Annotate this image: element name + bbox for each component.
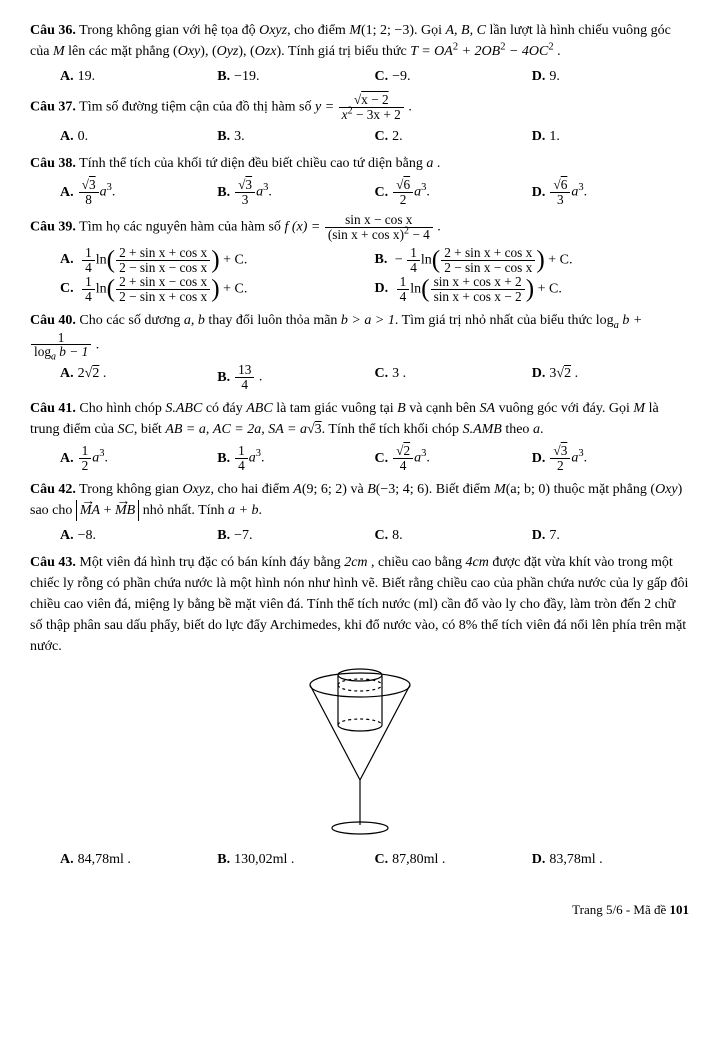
q37-dr: − 3x + 2 xyxy=(353,107,401,122)
q36-p1: Oxy xyxy=(178,44,201,59)
q37-optD: D.1. xyxy=(532,126,689,147)
q43-optC: C.87,80ml . xyxy=(375,849,532,870)
q38-optC: C.√62a3. xyxy=(375,178,532,207)
q36-A: 19. xyxy=(78,69,96,84)
q39-optB: B. − 14ln(2 + sin x + cos x2 − sin x − c… xyxy=(375,246,690,275)
footer-page: Trang 5/6 - Mã đề xyxy=(572,902,669,917)
q36-p3: Ozx xyxy=(255,44,277,59)
q36-optD: D.9. xyxy=(532,66,689,87)
q37-optC: C.2. xyxy=(375,126,532,147)
lblB: B. xyxy=(217,69,230,84)
q38-options: A.√38a3. B.√33a3. C.√62a3. D.√63a3. xyxy=(60,178,689,207)
q36-t1: Trong không gian với hệ tọa độ xyxy=(76,23,259,38)
q36-m: − 4OC xyxy=(505,44,548,59)
q36-M2: M xyxy=(53,44,65,59)
q41-options: A.12a3. B.14a3. C.√24a3. D.√32a3. xyxy=(60,444,689,473)
question-43: Câu 43. Một viên đá hình trụ đặc có bán … xyxy=(30,552,689,657)
glass-figure xyxy=(285,665,435,845)
q39-options: A. 14ln(2 + sin x + cos x2 − sin x − cos… xyxy=(60,246,689,304)
q38-optD: D.√63a3. xyxy=(532,178,689,207)
q40-optC: C.3 . xyxy=(375,363,532,392)
q36-T: T = OA xyxy=(410,44,453,59)
q36-p: + 2OB xyxy=(458,44,500,59)
q39-head: Câu 39. xyxy=(30,219,76,234)
q39-optC: C. 14ln(2 + sin x − cos x2 − sin x + cos… xyxy=(60,275,375,304)
q37-options: A.0. B.3. C.2. D.1. xyxy=(60,126,689,147)
q43-options: A.84,78ml . B.130,02ml . C.87,80ml . D.8… xyxy=(60,849,689,870)
question-36: Câu 36. Trong không gian với hệ tọa độ O… xyxy=(30,20,689,62)
lblC: C. xyxy=(375,69,389,84)
q36-p2: Oyz xyxy=(217,44,239,59)
lblD: D. xyxy=(532,69,546,84)
q43-optA: A.84,78ml . xyxy=(60,849,217,870)
q37-t1: Tìm số đường tiệm cận của đồ thị hàm số xyxy=(76,100,315,115)
q41-optA: A.12a3. xyxy=(60,444,217,473)
q37-y: y = xyxy=(315,100,338,115)
q36-B: −19. xyxy=(234,69,259,84)
q37-head: Câu 37. xyxy=(30,100,76,115)
q38-optB: B.√33a3. xyxy=(217,178,374,207)
q41-head: Câu 41. xyxy=(30,401,76,416)
question-37: Câu 37. Tìm số đường tiệm cận của đồ thị… xyxy=(30,93,689,122)
q37-frac: √x − 2x2 − 3x + 2 xyxy=(339,93,404,122)
q36-optA: A. 19. xyxy=(60,66,217,87)
q41-optB: B.14a3. xyxy=(217,444,374,473)
q42-optB: B.−7. xyxy=(217,525,374,546)
q40-optA: A.2√2 . xyxy=(60,363,217,392)
q39-fx: f (x) = xyxy=(284,219,323,234)
question-42: Câu 42. Trong không gian Oxyz, cho hai đ… xyxy=(30,479,689,521)
page-footer: Trang 5/6 - Mã đề 101 xyxy=(30,900,689,920)
q41-optC: C.√24a3. xyxy=(375,444,532,473)
q39-t: Tìm họ các nguyên hàm của hàm số xyxy=(76,219,285,234)
q36-C: −9. xyxy=(392,69,410,84)
q36-pt: (1; 2; −3) xyxy=(361,23,414,38)
q42-optC: C.8. xyxy=(375,525,532,546)
q37-dot: . xyxy=(405,100,412,115)
q36-oxyz: Oxyz xyxy=(259,23,287,38)
question-41: Câu 41. Cho hình chóp S.ABC có đáy ABC l… xyxy=(30,398,689,440)
q36-t2: , cho điểm xyxy=(287,23,349,38)
q43-head: Câu 43. xyxy=(30,555,76,570)
question-39: Câu 39. Tìm họ các nguyên hàm của hàm số… xyxy=(30,213,689,242)
q36-abc: A, B, C xyxy=(445,23,485,38)
q40-options: A.2√2 . B.134 . C.3 . D.3√2 . xyxy=(60,363,689,392)
q42-optD: D.7. xyxy=(532,525,689,546)
q39-frac: sin x − cos x(sin x + cos x)2 − 4 xyxy=(325,213,433,242)
q38-t: Tính thể tích của khối tứ diện đều biết … xyxy=(76,156,426,171)
q38-dot: . xyxy=(433,156,440,171)
q42-optA: A.−8. xyxy=(60,525,217,546)
q39-dot: . xyxy=(434,219,441,234)
q39-optA: A. 14ln(2 + sin x + cos x2 − sin x − cos… xyxy=(60,246,375,275)
q40-optB: B.134 . xyxy=(217,363,374,392)
q37-num: x − 2 xyxy=(361,92,388,107)
q36-t8: ). Tính giá trị biểu thức xyxy=(277,44,411,59)
q41-optD: D.√32a3. xyxy=(532,444,689,473)
q36-options: A. 19. B. −19. C.−9. D.9. xyxy=(60,66,689,87)
q42-head: Câu 42. xyxy=(30,482,76,497)
q42-options: A.−8. B.−7. C.8. D.7. xyxy=(60,525,689,546)
q40-head: Câu 40. xyxy=(30,313,76,328)
q36-t5: lên các mặt phẳng ( xyxy=(65,44,178,59)
q36-optB: B. −19. xyxy=(217,66,374,87)
q38-head: Câu 38. xyxy=(30,156,76,171)
q36-optC: C.−9. xyxy=(375,66,532,87)
q36-t7: ), ( xyxy=(238,44,254,59)
q37-optA: A.0. xyxy=(60,126,217,147)
question-38: Câu 38. Tính thể tích của khối tứ diện đ… xyxy=(30,153,689,174)
q36-D: 9. xyxy=(549,69,560,84)
question-40: Câu 40. Cho các số dương a, b thay đổi l… xyxy=(30,310,689,360)
q40-optD: D.3√2 . xyxy=(532,363,689,392)
q36-head: Câu 36. xyxy=(30,23,76,38)
q43-optB: B.130,02ml . xyxy=(217,849,374,870)
lblA: A. xyxy=(60,69,74,84)
q36-t3: . Gọi xyxy=(414,23,446,38)
q36-dot: . xyxy=(554,44,561,59)
q37-optB: B.3. xyxy=(217,126,374,147)
q43-optD: D.83,78ml . xyxy=(532,849,689,870)
q36-t6: ), ( xyxy=(200,44,216,59)
q39-optD: D. 14ln(sin x + cos x + 2sin x + cos x −… xyxy=(375,275,690,304)
q36-M: M xyxy=(349,23,361,38)
q38-optA: A.√38a3. xyxy=(60,178,217,207)
footer-code: 101 xyxy=(670,902,690,917)
